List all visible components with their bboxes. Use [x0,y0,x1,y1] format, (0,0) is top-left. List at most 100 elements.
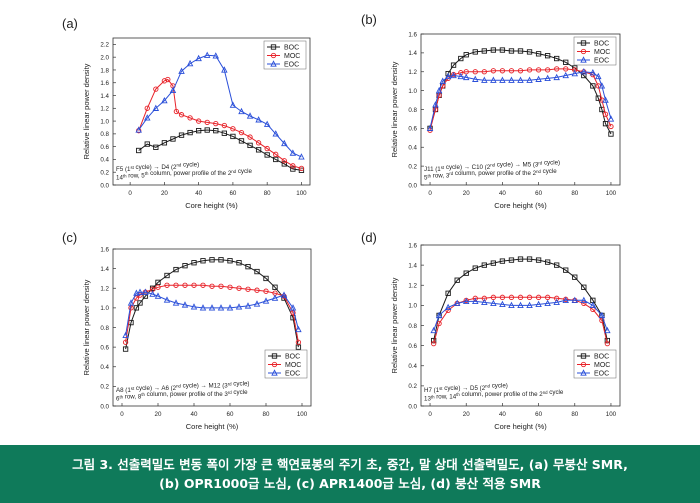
x-tick-label: 0 [128,190,132,197]
figure-caption: 그림 3. 선출력밀도 변동 폭이 가장 큰 핵연료봉의 주기 초, 중간, 말… [0,445,700,503]
legend-label: BOC [594,354,609,361]
data-point [553,298,560,306]
x-tick-label: 60 [535,411,542,418]
series-line [429,68,612,131]
legend-marker [271,361,278,368]
y-axis-label: Relative linear power density [82,279,91,375]
data-point [481,48,487,54]
data-point [562,71,569,79]
data-point [255,140,262,146]
data-point [458,70,464,76]
data-point [499,258,506,264]
data-point [178,67,185,74]
data-point [200,282,206,288]
data-point [517,68,524,74]
data-point [462,73,470,81]
legend-label: EOC [594,58,609,65]
data-point [155,279,161,286]
data-point [195,54,202,62]
y-tick-label: 0.4 [408,363,417,370]
data-point [562,296,569,303]
y-tick-label: 1.0 [100,305,109,312]
legend-marker [580,353,587,359]
data-point [544,259,551,265]
data-point [535,75,542,82]
data-point [517,256,524,262]
data-point [544,74,551,82]
y-axis-label: Relative linear power density [82,63,91,159]
data-point [490,76,497,83]
data-point [526,301,533,309]
y-tick-label: 1.4 [100,93,109,100]
legend-label: MOC [285,362,301,369]
plot-frame [112,37,311,186]
legend-marker [580,361,587,368]
y-tick-label: 0.4 [100,364,109,371]
data-point [229,101,237,108]
data-point [604,326,611,334]
data-point [595,72,602,80]
chart-panel-3: (c) 0.0 0.2 0.4 0.6 0.8 1.0 1.2 1.4 1.6 0 20 40 60 80 1… [62,230,312,431]
data-point [602,96,609,103]
data-point [161,96,168,104]
series-boc [136,127,305,173]
x-tick-label: 80 [263,411,270,418]
data-point [526,49,533,55]
data-point [554,66,560,72]
legend-label: BOC [284,45,299,52]
y-tick-label: 1.6 [100,80,109,87]
data-point [245,286,251,292]
data-point [431,340,437,347]
data-point [133,305,140,311]
data-point [544,67,551,73]
data-point [444,303,452,311]
data-point [273,156,279,163]
y-tick-label: 0.4 [100,157,109,164]
data-point [463,270,469,276]
y-tick-label: 1.0 [408,303,417,310]
data-point [517,294,524,300]
x-axis-label: Core height (%) [494,201,547,210]
data-point [152,104,160,111]
y-tick-label: 1.2 [100,286,109,293]
data-point [154,292,162,299]
series-line [138,54,302,158]
data-point [196,128,202,134]
y-tick-label: 1.2 [408,69,417,76]
x-tick-label: 40 [499,411,506,418]
data-point [281,158,287,164]
data-point [208,304,216,311]
legend-marker [270,44,277,50]
data-point [581,300,587,307]
data-point [508,76,515,83]
data-point [295,344,302,350]
y-tick-label: 0.2 [100,170,109,177]
data-point [163,296,171,303]
legend-marker [271,369,278,376]
data-point [462,297,470,304]
data-point [435,86,443,94]
data-point [290,163,296,169]
data-point [235,303,243,310]
data-point [535,294,542,300]
series-boc [427,47,614,137]
annotation-line: 6th row, 8th column, power profile of th… [116,389,248,403]
data-point [544,299,551,307]
data-point [170,136,176,142]
data-point [127,299,135,306]
data-point [289,304,297,311]
y-tick-label: 1.2 [100,106,109,113]
data-point [458,55,464,62]
data-point [526,67,533,73]
data-point [598,311,606,319]
data-point [463,52,469,58]
data-point [187,129,193,136]
caption-line-2: (b) OPR1000급 노심, (c) APR1400급 노심, (d) 붕산… [159,476,541,491]
data-point [281,139,288,147]
data-point [155,284,161,290]
data-point [508,68,515,74]
legend-label: EOC [285,371,300,378]
data-point [508,48,515,54]
